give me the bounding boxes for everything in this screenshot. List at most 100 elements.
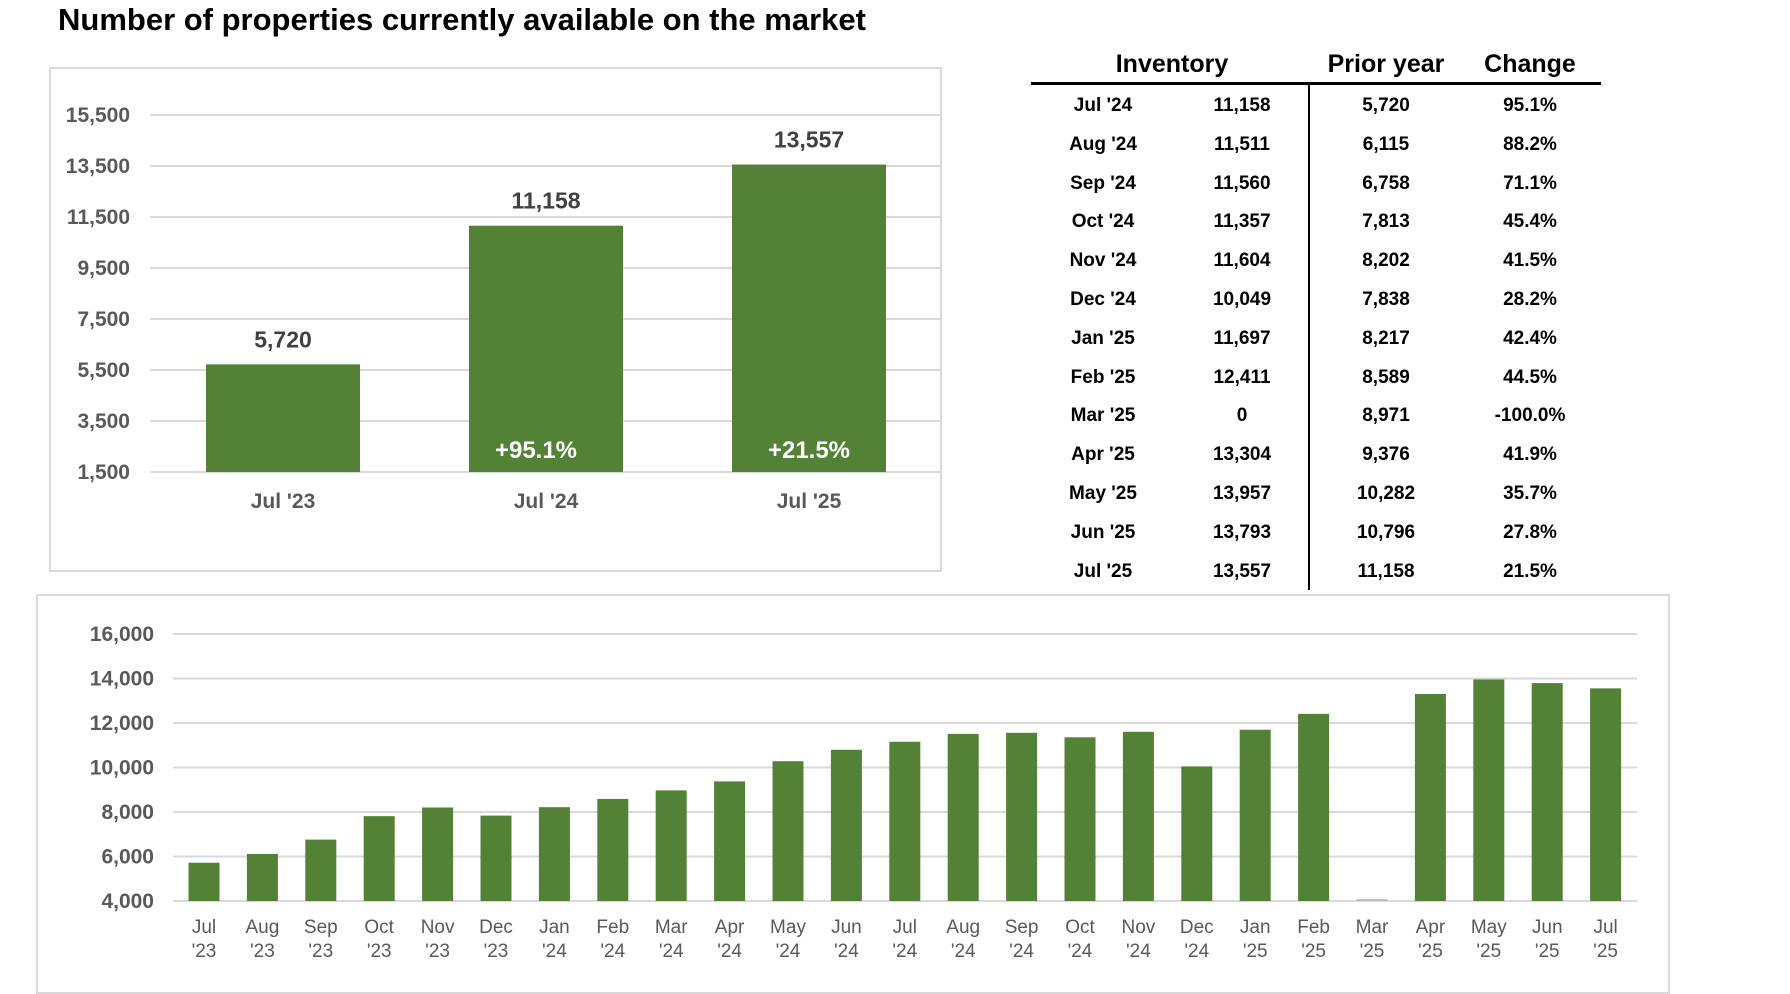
x-tick-month: May bbox=[770, 917, 806, 938]
x-tick-year: '23 bbox=[192, 941, 217, 962]
cell-month: Feb '25 bbox=[1070, 366, 1136, 388]
bar bbox=[1064, 737, 1096, 901]
data-label: 11,158 bbox=[511, 188, 580, 214]
bar bbox=[1239, 729, 1271, 901]
x-tick-month: Apr bbox=[1416, 917, 1446, 938]
bar bbox=[1122, 731, 1154, 901]
bar bbox=[830, 749, 862, 901]
x-tick-year: '23 bbox=[425, 941, 450, 962]
cell-change: 41.9% bbox=[1503, 444, 1557, 466]
cell-inventory: 11,158 bbox=[1213, 95, 1271, 116]
y-tick-label: 6,000 bbox=[101, 846, 154, 869]
data-label-bg bbox=[773, 124, 845, 155]
bar bbox=[732, 164, 886, 472]
cell-prior-year: 10,282 bbox=[1356, 483, 1416, 504]
cell-inventory: 13,957 bbox=[1212, 483, 1272, 504]
bar bbox=[1298, 713, 1330, 901]
x-tick-year: '25 bbox=[1593, 941, 1618, 962]
bar bbox=[889, 741, 921, 901]
bar bbox=[246, 853, 278, 901]
bar bbox=[1414, 693, 1446, 901]
header-inventory: Inventory bbox=[1115, 50, 1229, 78]
x-tick-label: Jul '24 bbox=[514, 490, 579, 513]
bar bbox=[206, 364, 360, 472]
cell-change: 45.4% bbox=[1503, 211, 1557, 233]
bar bbox=[422, 807, 454, 901]
bar bbox=[305, 839, 337, 901]
y-tick-label: 12,000 bbox=[90, 712, 154, 735]
x-tick-year: '24 bbox=[1009, 941, 1034, 962]
bar bbox=[1531, 683, 1563, 901]
y-tick-label: 5,500 bbox=[77, 359, 130, 382]
data-label-bg bbox=[247, 324, 319, 355]
x-tick-month: Nov bbox=[1122, 917, 1156, 938]
x-tick-year: '25 bbox=[1535, 941, 1560, 962]
x-tick-year: '24 bbox=[1068, 941, 1093, 962]
cell-change: -100.0% bbox=[1494, 405, 1566, 427]
cell-prior-year: 10,796 bbox=[1356, 521, 1416, 543]
y-tick-label: 7,500 bbox=[77, 308, 130, 331]
cell-month: Apr '25 bbox=[1071, 444, 1135, 466]
bar bbox=[1473, 679, 1505, 901]
cell-inventory: 10,049 bbox=[1212, 289, 1272, 310]
cell-inventory: 11,511 bbox=[1213, 133, 1271, 155]
x-tick-month: Apr bbox=[715, 917, 745, 938]
bar bbox=[538, 807, 570, 901]
y-tick-label: 9,500 bbox=[77, 257, 130, 280]
y-tick-label: 13,500 bbox=[66, 155, 130, 178]
x-tick-month: Jun bbox=[1532, 917, 1563, 938]
cell-change: 35.7% bbox=[1503, 483, 1557, 504]
x-tick-month: Sep bbox=[1005, 917, 1039, 938]
x-tick-year: '24 bbox=[951, 941, 976, 962]
bar bbox=[1006, 732, 1038, 901]
x-tick-month: May bbox=[1471, 917, 1507, 938]
cell-change: 95.1% bbox=[1503, 95, 1557, 116]
cell-month: Nov '24 bbox=[1069, 250, 1137, 272]
x-tick-month: Jan bbox=[1240, 917, 1271, 938]
cell-month: Jul '25 bbox=[1073, 560, 1133, 582]
cell-prior-year: 8,971 bbox=[1362, 405, 1410, 427]
y-tick-label: 3,500 bbox=[77, 410, 130, 433]
data-label: 5,720 bbox=[254, 326, 312, 352]
cell-month: Jan '25 bbox=[1071, 327, 1135, 349]
x-tick-month: Aug bbox=[245, 917, 279, 938]
change-label: +21.5% bbox=[768, 437, 850, 464]
x-tick-year: '24 bbox=[834, 941, 859, 962]
x-tick-year: '24 bbox=[542, 941, 567, 962]
y-tick-label: 15,500 bbox=[66, 104, 130, 127]
bar bbox=[597, 798, 629, 901]
bar bbox=[480, 815, 512, 901]
cell-inventory: 13,557 bbox=[1212, 560, 1272, 582]
y-tick-label: 4,000 bbox=[101, 890, 154, 913]
bar bbox=[714, 781, 746, 901]
cell-month: Jun '25 bbox=[1070, 521, 1136, 543]
bar bbox=[1356, 899, 1388, 901]
cell-change: 88.2% bbox=[1503, 133, 1557, 155]
x-tick-year: '24 bbox=[1184, 941, 1209, 962]
cell-prior-year: 6,115 bbox=[1362, 133, 1410, 155]
cell-inventory: 0 bbox=[1236, 405, 1248, 427]
cell-inventory: 13,793 bbox=[1212, 521, 1272, 543]
cell-prior-year: 9,376 bbox=[1362, 444, 1410, 466]
x-tick-year: '23 bbox=[308, 941, 333, 962]
y-tick-label: 11,500 bbox=[67, 206, 130, 229]
y-tick-label: 10,000 bbox=[90, 757, 154, 780]
cell-month: Dec '24 bbox=[1070, 289, 1136, 310]
cell-inventory: 11,357 bbox=[1213, 211, 1271, 233]
x-tick-month: Oct bbox=[1065, 917, 1095, 938]
x-tick-year: '25 bbox=[1418, 941, 1443, 962]
cell-prior-year: 8,217 bbox=[1362, 327, 1410, 349]
cell-month: Mar '25 bbox=[1070, 405, 1136, 427]
x-tick-year: '24 bbox=[717, 941, 742, 962]
cell-change: 71.1% bbox=[1503, 172, 1557, 194]
x-tick-month: Mar bbox=[1356, 917, 1389, 938]
x-tick-year: '25 bbox=[1476, 941, 1501, 962]
bar bbox=[947, 733, 979, 901]
x-tick-month: Jun bbox=[831, 917, 862, 938]
data-label: 13,557 bbox=[774, 127, 844, 153]
x-tick-month: Feb bbox=[1297, 917, 1330, 938]
cell-prior-year: 8,202 bbox=[1362, 250, 1410, 272]
x-tick-year: '23 bbox=[367, 941, 392, 962]
cell-inventory: 11,560 bbox=[1213, 172, 1271, 194]
bar bbox=[772, 761, 804, 901]
